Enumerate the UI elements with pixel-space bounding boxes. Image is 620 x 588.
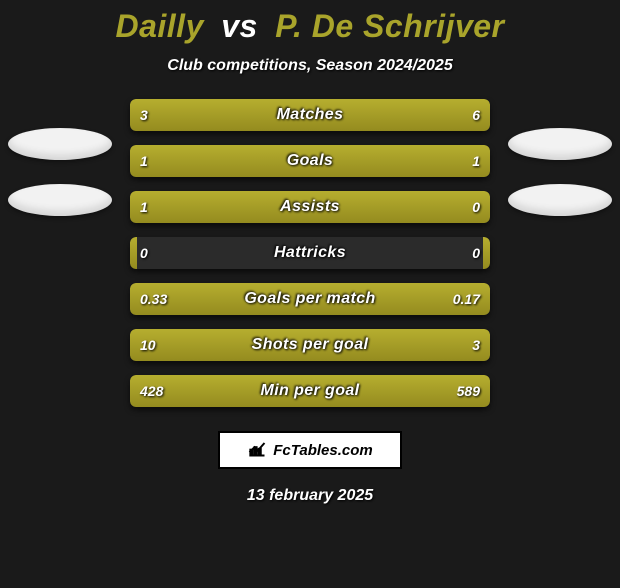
stat-label: Matches: [130, 99, 490, 131]
brand-badge: FcTables.com: [218, 431, 402, 469]
stat-label: Min per goal: [130, 375, 490, 407]
avatar-col-left: [8, 128, 112, 216]
stat-label: Goals per match: [130, 283, 490, 315]
stat-label: Shots per goal: [130, 329, 490, 361]
player2-name: P. De Schrijver: [275, 8, 504, 44]
page-title: Dailly vs P. De Schrijver: [0, 8, 620, 45]
stat-row: 0.330.17Goals per match: [130, 283, 490, 315]
stat-row: 103Shots per goal: [130, 329, 490, 361]
stat-label: Goals: [130, 145, 490, 177]
footer-date: 13 february 2025: [0, 487, 620, 505]
player1-name: Dailly: [115, 8, 203, 44]
avatar-placeholder: [8, 184, 112, 216]
stat-row: 428589Min per goal: [130, 375, 490, 407]
stat-row: 11Goals: [130, 145, 490, 177]
stat-row: 10Assists: [130, 191, 490, 223]
subtitle: Club competitions, Season 2024/2025: [0, 57, 620, 75]
stat-label: Hattricks: [130, 237, 490, 269]
stat-row: 00Hattricks: [130, 237, 490, 269]
avatar-placeholder: [8, 128, 112, 160]
stat-row: 36Matches: [130, 99, 490, 131]
avatar-placeholder: [508, 128, 612, 160]
stat-label: Assists: [130, 191, 490, 223]
avatar-col-right: [508, 128, 612, 216]
stats-rows: 36Matches 11Goals 10Assists 00Hattricks 0.33…: [130, 99, 490, 407]
vs-label: vs: [221, 8, 258, 44]
brand-label: FcTables.com: [273, 442, 372, 459]
avatar-placeholder: [508, 184, 612, 216]
chart-icon: [247, 438, 267, 462]
